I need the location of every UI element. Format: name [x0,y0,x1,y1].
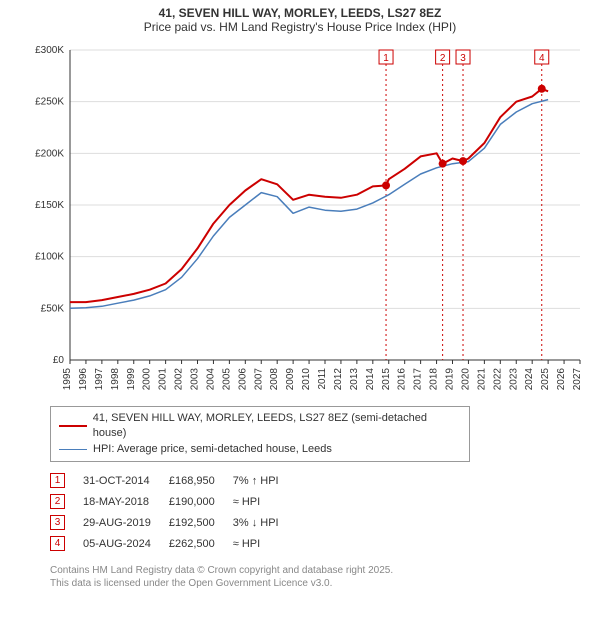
svg-text:£150K: £150K [35,200,64,211]
svg-text:2009: 2009 [285,368,296,391]
sale-marker-box: 3 [50,515,65,530]
sale-price: £262,500 [169,533,233,554]
sale-date: 31-OCT-2014 [83,470,169,491]
sale-marker-box: 1 [50,473,65,488]
svg-text:£0: £0 [53,355,65,366]
svg-text:£250K: £250K [35,97,64,108]
svg-text:2010: 2010 [301,368,312,391]
svg-text:2002: 2002 [174,368,185,391]
svg-text:2006: 2006 [237,368,248,391]
svg-text:2015: 2015 [381,368,392,391]
svg-text:2012: 2012 [333,368,344,391]
svg-text:2005: 2005 [221,368,232,391]
svg-text:1: 1 [383,53,389,64]
legend-row: HPI: Average price, semi-detached house,… [59,442,461,457]
chart-container: £0 £50K £100K £150K £200K £250K £300K 1995 1996 1… [20,40,590,400]
legend: 41, SEVEN HILL WAY, MORLEY, LEEDS, LS27 … [50,406,470,462]
table-row: 3 29-AUG-2019£192,5003% ↓ HPI [50,512,297,533]
sale-delta: ≈ HPI [233,491,297,512]
svg-text:2016: 2016 [397,368,408,391]
svg-text:2004: 2004 [205,368,216,391]
sale-marker-box: 4 [50,536,65,551]
sale-delta: 7% ↑ HPI [233,470,297,491]
svg-text:£200K: £200K [35,148,64,159]
table-row: 2 18-MAY-2018£190,000≈ HPI [50,491,297,512]
svg-text:2022: 2022 [492,368,503,391]
svg-text:1999: 1999 [126,368,137,391]
svg-text:2024: 2024 [524,368,535,391]
svg-text:1998: 1998 [110,368,121,391]
sale-delta: ≈ HPI [233,533,297,554]
svg-text:1997: 1997 [94,368,105,391]
svg-text:2000: 2000 [142,368,153,391]
svg-text:2019: 2019 [445,368,456,391]
sale-date: 18-MAY-2018 [83,491,169,512]
legend-row: 41, SEVEN HILL WAY, MORLEY, LEEDS, LS27 … [59,411,461,442]
chart-title-block: 41, SEVEN HILL WAY, MORLEY, LEEDS, LS27 … [0,0,600,36]
svg-text:2013: 2013 [349,368,360,391]
svg-text:2001: 2001 [158,368,169,391]
svg-text:2011: 2011 [317,368,328,390]
title-line2: Price paid vs. HM Land Registry's House … [10,20,590,34]
svg-text:2003: 2003 [190,368,201,391]
svg-text:2017: 2017 [413,368,424,391]
svg-text:2: 2 [440,53,446,64]
sale-date: 05-AUG-2024 [83,533,169,554]
footnote: Contains HM Land Registry data © Crown c… [50,564,600,590]
legend-label: HPI: Average price, semi-detached house,… [93,442,332,457]
svg-text:2007: 2007 [253,368,264,391]
svg-text:4: 4 [539,53,545,64]
svg-text:2008: 2008 [269,368,280,391]
legend-swatch [59,425,87,427]
svg-text:1995: 1995 [62,368,73,391]
svg-text:2018: 2018 [429,368,440,391]
svg-text:2025: 2025 [540,368,551,391]
svg-text:£100K: £100K [35,252,64,263]
legend-label: 41, SEVEN HILL WAY, MORLEY, LEEDS, LS27 … [93,411,461,442]
footnote-line1: Contains HM Land Registry data © Crown c… [50,564,600,577]
legend-swatch [59,449,87,450]
table-row: 1 31-OCT-2014£168,9507% ↑ HPI [50,470,297,491]
svg-text:£300K: £300K [35,45,64,56]
sales-table: 1 31-OCT-2014£168,9507% ↑ HPI 2 18-MAY-2018… [50,470,297,554]
svg-text:2021: 2021 [476,368,487,391]
svg-text:2014: 2014 [365,368,376,391]
table-row: 4 05-AUG-2024£262,500≈ HPI [50,533,297,554]
sale-price: £168,950 [169,470,233,491]
sale-price: £190,000 [169,491,233,512]
svg-text:2026: 2026 [556,368,567,391]
svg-text:£50K: £50K [41,303,65,314]
svg-text:1996: 1996 [78,368,89,391]
svg-text:3: 3 [460,53,466,64]
sale-marker-box: 2 [50,494,65,509]
sale-delta: 3% ↓ HPI [233,512,297,533]
sale-price: £192,500 [169,512,233,533]
sale-date: 29-AUG-2019 [83,512,169,533]
price-chart: £0 £50K £100K £150K £200K £250K £300K 1995 1996 1… [20,40,590,400]
svg-text:2023: 2023 [508,368,519,391]
title-line1: 41, SEVEN HILL WAY, MORLEY, LEEDS, LS27 … [10,6,590,20]
svg-text:2027: 2027 [572,368,583,391]
svg-text:2020: 2020 [460,368,471,391]
footnote-line2: This data is licensed under the Open Gov… [50,577,600,590]
